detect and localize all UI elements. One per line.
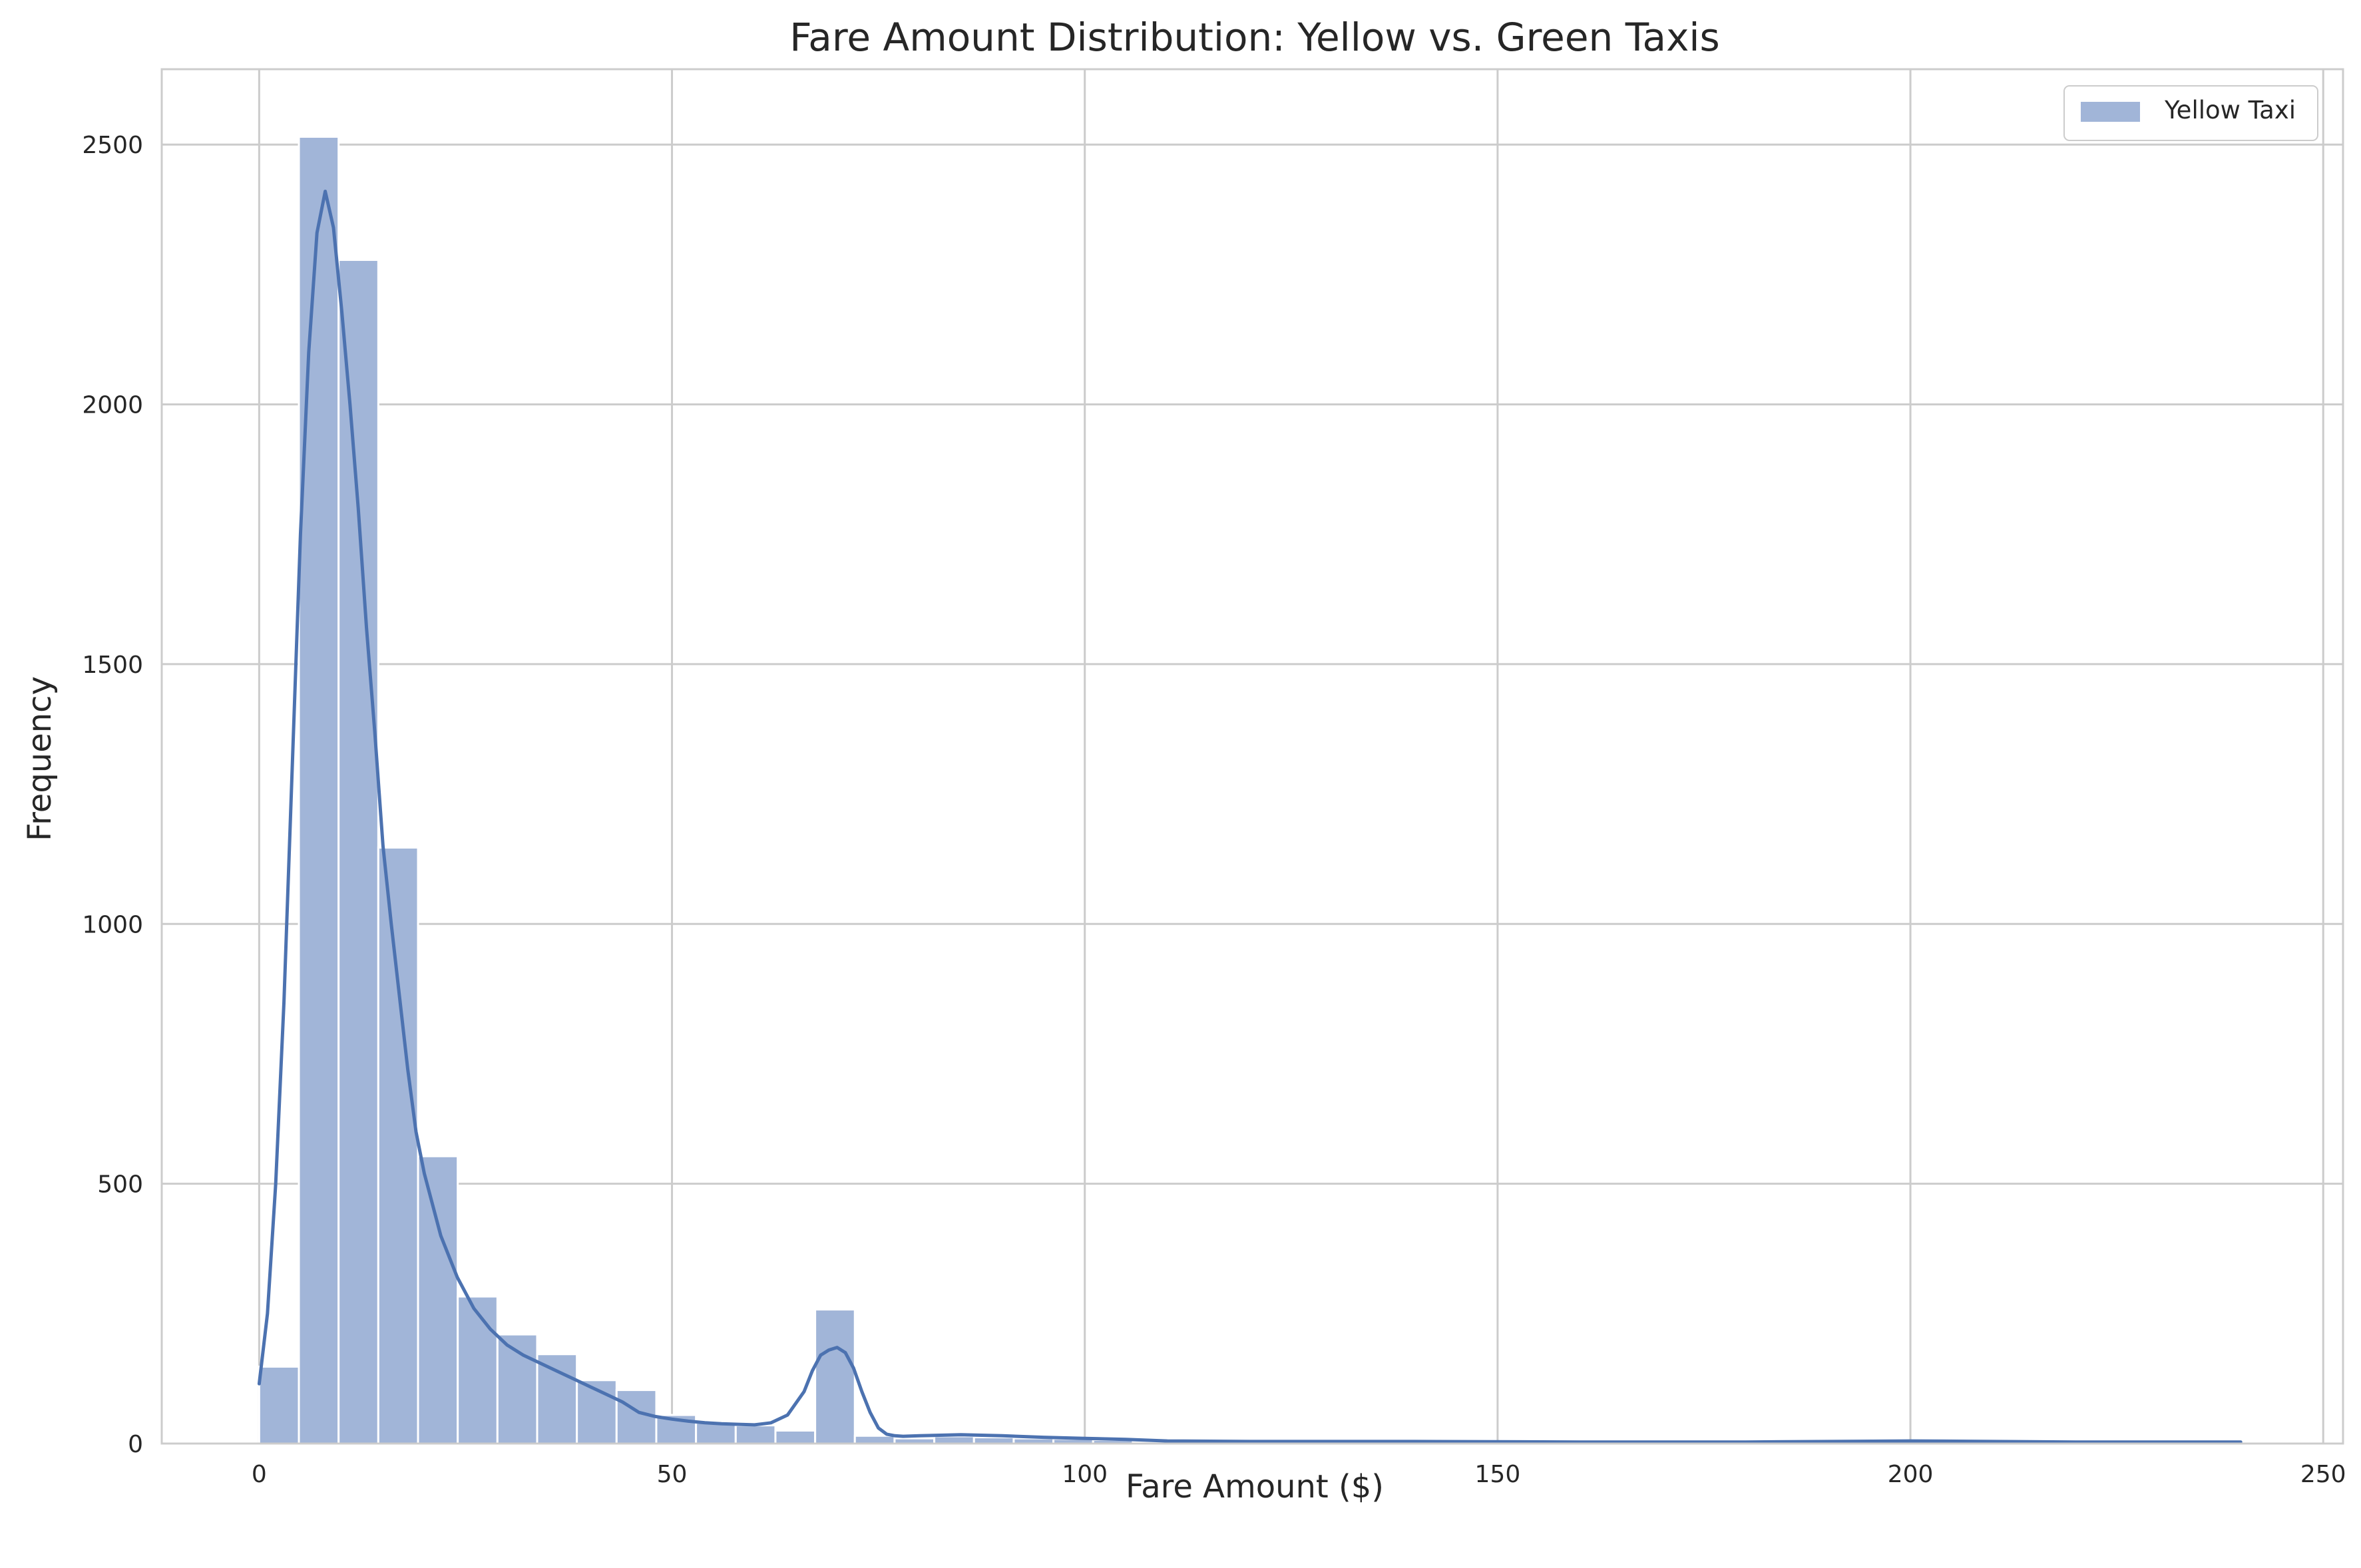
y-tick-label-1000: 1000 xyxy=(82,911,143,938)
legend-frame xyxy=(2063,85,2318,141)
histogram-bar-15 xyxy=(853,1434,896,1445)
y-tick-label-1500: 1500 xyxy=(82,652,143,679)
bars-layer xyxy=(258,135,2246,1445)
y-tick-label-0: 0 xyxy=(128,1431,143,1458)
spines-layer xyxy=(160,68,2344,1445)
x-tick-label-200: 200 xyxy=(1888,1461,1934,1488)
histogram-bar-5 xyxy=(457,1295,499,1445)
kde-line-yellow-taxi xyxy=(257,190,2243,1444)
legend: Yellow Taxi xyxy=(2063,85,2318,141)
y-tick-label-500: 500 xyxy=(97,1171,143,1199)
histogram-bar-11 xyxy=(695,1422,737,1445)
x-tick-label-150: 150 xyxy=(1475,1461,1521,1488)
histogram-bar-3 xyxy=(377,847,419,1445)
histogram-bar-4 xyxy=(417,1155,459,1445)
x-axis-title: Fare Amount ($) xyxy=(1126,1468,1384,1505)
histogram-bar-17 xyxy=(933,1435,975,1445)
histogram-bar-12 xyxy=(734,1424,777,1445)
y-tick-label-2500: 2500 xyxy=(82,132,143,159)
histogram-bar-0 xyxy=(258,1365,300,1445)
histogram-bar-14 xyxy=(814,1308,856,1445)
chart-title: Fare Amount Distribution: Yellow vs. Gre… xyxy=(789,15,1720,60)
kde-layer xyxy=(257,190,2243,1444)
histogram-bar-13 xyxy=(774,1429,817,1445)
x-tick-label-250: 250 xyxy=(2300,1461,2346,1488)
histogram-bar-2 xyxy=(337,259,379,1445)
histogram-bar-1 xyxy=(298,135,340,1445)
y-axis-title: Frequency xyxy=(21,676,59,841)
legend-swatch-yellow-taxi xyxy=(2081,102,2140,122)
x-tick-label-0: 0 xyxy=(252,1461,267,1488)
histogram-bar-7 xyxy=(536,1353,578,1445)
x-tick-label-50: 50 xyxy=(657,1461,688,1488)
legend-label-yellow-taxi: Yellow Taxi xyxy=(2164,96,2296,124)
x-tick-label-100: 100 xyxy=(1062,1461,1108,1488)
plot-frame xyxy=(160,68,2344,1445)
grid-layer xyxy=(162,69,2343,1445)
y-tick-label-2000: 2000 xyxy=(82,392,143,419)
